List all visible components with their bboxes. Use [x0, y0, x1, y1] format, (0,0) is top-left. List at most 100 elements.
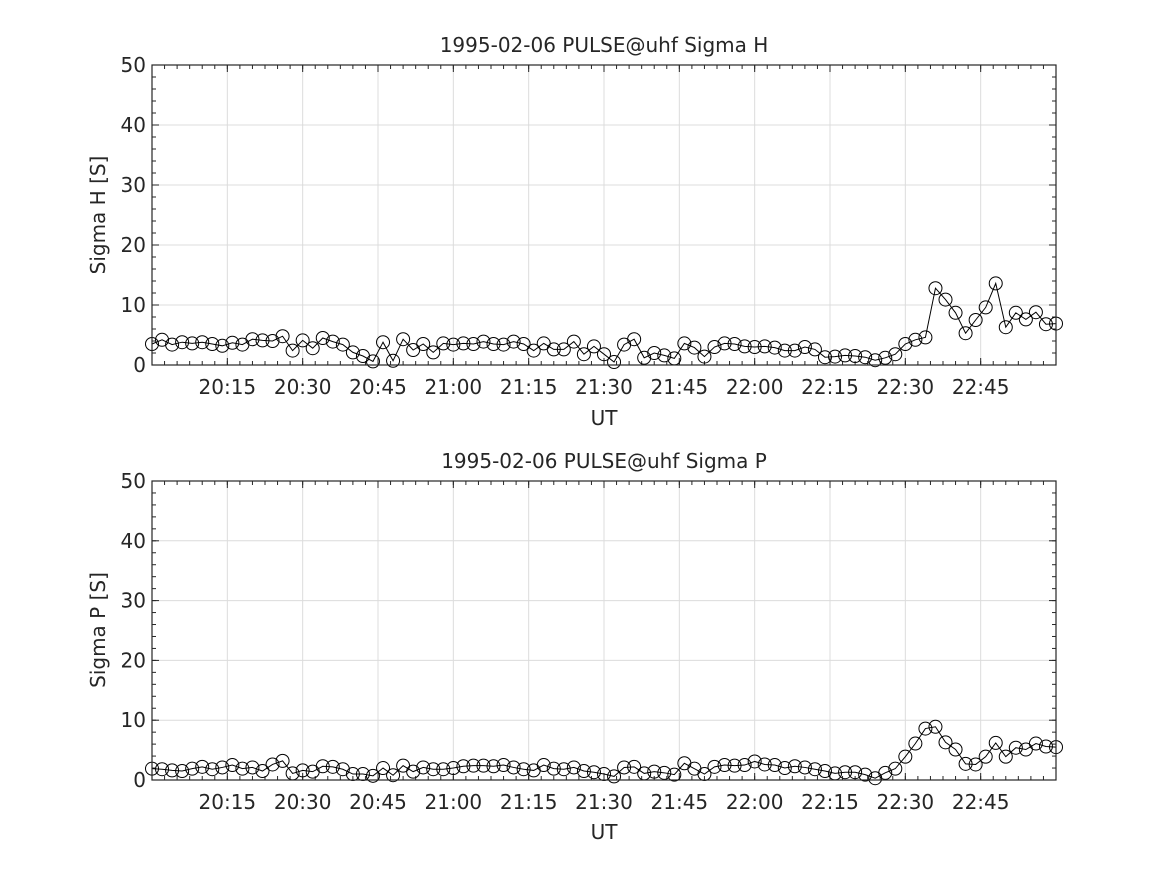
data-point [918, 330, 933, 345]
data-point [556, 342, 571, 357]
data-point [486, 337, 501, 351]
y-tick-label: 40 [121, 529, 146, 553]
data-point [737, 758, 752, 773]
data-point [978, 300, 993, 315]
data-point [777, 343, 792, 358]
x-tick-label: 21:15 [500, 375, 558, 399]
series-line [151, 281, 1057, 363]
x-tick-label: 21:45 [651, 790, 709, 814]
y-tick-label: 40 [121, 113, 146, 137]
data-point [576, 347, 591, 362]
chart-title: 1995-02-06 PULSE@uhf Sigma P [441, 449, 767, 473]
data-point [1028, 305, 1043, 320]
data-point [235, 761, 250, 776]
data-point [345, 345, 360, 360]
data-point [466, 758, 481, 773]
data-point [898, 749, 913, 764]
data-point [396, 332, 411, 347]
data-points [145, 719, 1063, 786]
data-point [727, 337, 742, 351]
sigma-h-chart: 1995-02-06 PULSE@uhf Sigma H UT Sigma H … [86, 33, 1063, 430]
data-point [1018, 312, 1033, 327]
data-point [456, 336, 471, 351]
x-tick-label: 22:00 [726, 790, 784, 814]
data-point [205, 337, 220, 351]
x-tick-label: 21:00 [425, 790, 483, 814]
data-point [275, 753, 290, 768]
data-point [677, 336, 692, 351]
data-point [657, 765, 672, 780]
x-tick-label: 22:45 [952, 790, 1010, 814]
data-point [456, 759, 471, 774]
data-point [828, 349, 843, 364]
x-tick-label: 22:30 [877, 375, 935, 399]
ticks: 0 10 20 30 40 50 20:15 20:30 20:45 21:00 21:15 21:3… [121, 53, 1057, 399]
data-point [295, 763, 310, 778]
data-point [848, 349, 863, 363]
data-point [586, 339, 601, 354]
data-point [325, 759, 340, 774]
x-tick-label: 20:15 [199, 375, 257, 399]
data-point [486, 759, 501, 774]
data-point [908, 332, 923, 347]
data-point [968, 757, 983, 772]
data-point [777, 761, 792, 776]
data-point [747, 754, 762, 769]
x-tick-label: 20:45 [349, 375, 407, 399]
ticks: 0 10 20 30 40 50 20:15 20:30 20:45 21:00 21:15 21:3… [121, 469, 1057, 814]
data-point [436, 336, 451, 351]
data-point [406, 764, 421, 779]
data-point [506, 760, 521, 775]
data-point [426, 762, 441, 777]
data-point [275, 329, 290, 344]
data-point [576, 764, 591, 779]
data-point [245, 760, 260, 775]
data-point [958, 326, 973, 341]
data-point [647, 346, 662, 360]
data-point [476, 758, 491, 773]
data-point [305, 341, 320, 356]
data-point [386, 768, 401, 783]
data-point [667, 767, 682, 782]
data-point [878, 765, 893, 780]
grid [152, 481, 1056, 780]
data-point [446, 337, 461, 352]
data-point [546, 761, 561, 776]
data-point [556, 762, 571, 777]
data-point [817, 764, 832, 779]
data-point [627, 759, 642, 774]
data-point [978, 749, 993, 764]
data-point [838, 348, 853, 363]
data-point [807, 762, 822, 777]
data-point [918, 721, 933, 736]
data-point [607, 355, 622, 369]
data-point [586, 765, 601, 780]
data-point [988, 276, 1003, 291]
data-point [647, 764, 662, 779]
data-point [526, 343, 541, 358]
data-point [838, 765, 853, 780]
data-point [948, 305, 963, 320]
data-point [466, 337, 481, 351]
data-point [1038, 317, 1053, 332]
data-point [617, 760, 632, 775]
y-tick-label: 0 [133, 768, 146, 792]
data-point [848, 765, 863, 780]
data-point [1028, 736, 1043, 751]
data-point [225, 335, 240, 350]
data-point [968, 313, 983, 327]
data-point [215, 760, 230, 775]
x-tick-label: 22:00 [726, 375, 784, 399]
data-point [707, 340, 722, 354]
data-point [988, 735, 1003, 750]
y-tick-label: 20 [121, 648, 146, 672]
data-point [657, 348, 672, 363]
data-point [858, 767, 873, 782]
data-point [365, 768, 380, 783]
data-point [878, 350, 893, 365]
data-point [265, 757, 280, 772]
data-point [516, 337, 531, 351]
y-axis-label: Sigma H [S] [86, 156, 110, 275]
x-axis-label: UT [591, 406, 619, 430]
data-point [757, 339, 772, 354]
